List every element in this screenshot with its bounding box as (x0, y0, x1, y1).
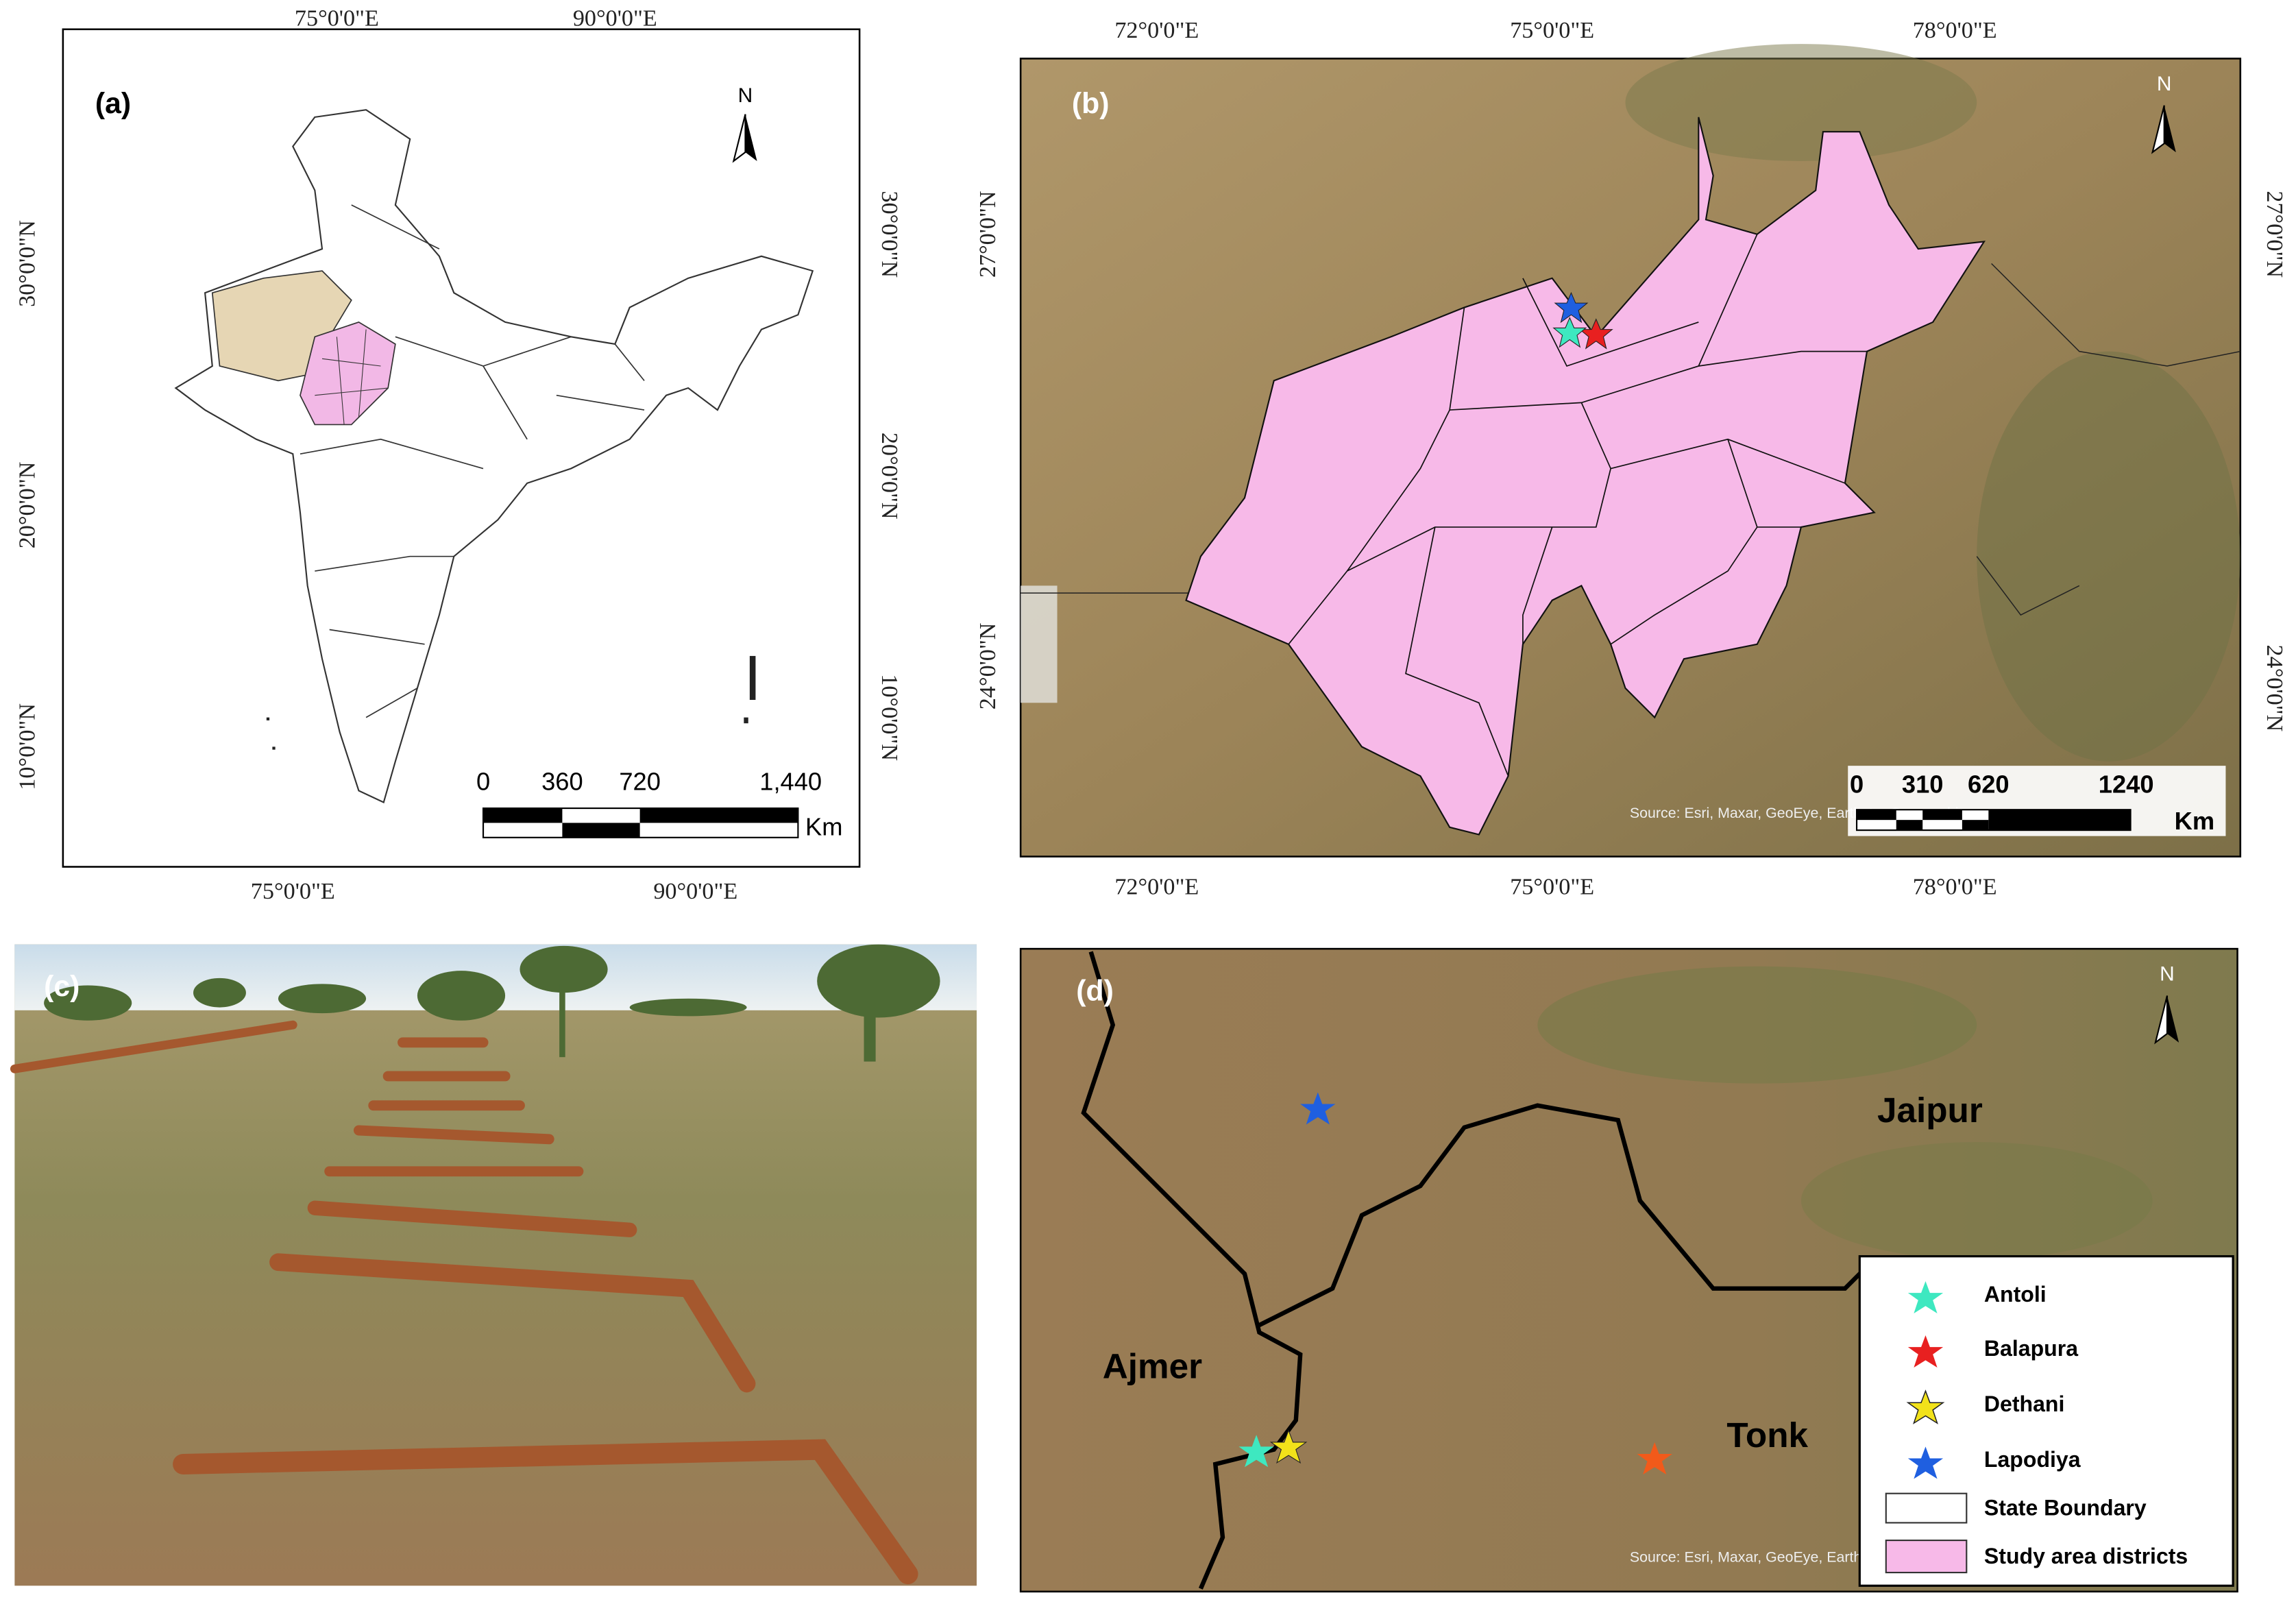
scale-bar: 0 360 720 1,440 Km (476, 767, 843, 840)
lon-label: 75°0'0"E (251, 879, 335, 904)
lon-label: 72°0'0"E (1114, 874, 1199, 899)
lat-label: 10°0'0"N (877, 674, 902, 761)
legend-label: State Boundary (1984, 1496, 2147, 1520)
panel-c: (c) (10, 944, 977, 1586)
lat-label: 20°0'0"N (877, 433, 902, 520)
panel-label: (a) (95, 87, 131, 120)
north-label: N (738, 84, 753, 107)
terrain (1800, 1142, 2153, 1259)
scale-label: 310 (1902, 770, 1944, 799)
trees (44, 944, 940, 1062)
terrain (1977, 351, 2240, 762)
terrain (1625, 44, 1977, 161)
photo (14, 944, 977, 1586)
legend-label: Dethani (1984, 1392, 2064, 1416)
place-label: Tonk (1726, 1416, 1808, 1455)
legend: Antoli Balapura Dethani Lapodiya State B… (1858, 1255, 2234, 1587)
lat-label: 10°0'0"N (15, 703, 40, 790)
terrain (1537, 966, 1977, 1084)
district-boundary (1258, 1103, 1876, 1327)
site-star (1637, 1442, 1672, 1474)
site-star (1300, 1092, 1336, 1125)
scale-unit: Km (805, 813, 842, 841)
place-label: Ajmer (1103, 1347, 1202, 1386)
lon-label: 75°0'0"E (1510, 874, 1594, 899)
site-star (1552, 317, 1587, 348)
lat-label: 27°0'0"N (975, 191, 1001, 278)
legend-label: Study area districts (1984, 1544, 2188, 1568)
scale-unit: Km (2175, 807, 2215, 835)
lon-label: 78°0'0"E (1913, 874, 1997, 899)
lon-label: 75°0'0"E (295, 6, 379, 32)
salt-flat (1021, 585, 1058, 703)
panel-label: (d) (1076, 974, 1114, 1007)
study-districts (300, 321, 396, 426)
lat-label: 24°0'0"N (975, 623, 1001, 710)
trenches (10, 1020, 918, 1585)
scale-label: 1240 (2099, 770, 2154, 799)
islands (266, 655, 756, 750)
scale-label: 0 (1850, 770, 1864, 799)
scale-label: 1,440 (759, 767, 822, 795)
district-lines (315, 329, 389, 425)
panel-label: (b) (1072, 87, 1110, 120)
lon-label: 90°0'0"E (653, 879, 737, 904)
lat-label: 30°0'0"N (877, 191, 902, 278)
lon-label: 75°0'0"E (1510, 18, 1594, 43)
panel-b: (b) N Source: Esri, Maxar, GeoEye, Earth… (975, 18, 2287, 900)
scale-label: 720 (619, 767, 661, 795)
site-star (1269, 1429, 1308, 1464)
site-star (1554, 291, 1589, 324)
legend-label: Balapura (1984, 1336, 2079, 1361)
site-star (1238, 1435, 1274, 1468)
lon-label: 90°0'0"E (573, 6, 657, 32)
state-lines (300, 204, 645, 718)
legend-label: Antoli (1984, 1282, 2047, 1307)
scale-bar: 0 310 620 1240 Km (1848, 766, 2226, 836)
lat-label: 30°0'0"N (15, 220, 40, 307)
north-label: N (2160, 962, 2175, 985)
panel-a: (a) N 75°0'0"E 90°0'0"E 75°0'0"E 90°0'0"… (15, 6, 902, 904)
district-boundary (1081, 951, 1303, 1590)
lat-label: 24°0'0"N (2262, 645, 2287, 732)
scale-label: 0 (476, 767, 490, 795)
district-lines (1288, 234, 1868, 777)
panel-d: (d) N Jaipur Ajmer Tonk Source: Esri, Ma… (1019, 947, 2238, 1593)
lat-label: 20°0'0"N (15, 462, 40, 549)
panel-label: (c) (44, 970, 80, 1003)
place-label: Jaipur (1877, 1091, 1983, 1130)
lat-label: 27°0'0"N (2262, 191, 2287, 278)
scale-label: 360 (541, 767, 583, 795)
scale-label: 620 (1968, 770, 2010, 799)
lon-label: 78°0'0"E (1913, 18, 1997, 43)
lon-label: 72°0'0"E (1114, 18, 1199, 43)
legend-label: Lapodiya (1984, 1447, 2081, 1472)
north-label: N (2157, 73, 2172, 95)
